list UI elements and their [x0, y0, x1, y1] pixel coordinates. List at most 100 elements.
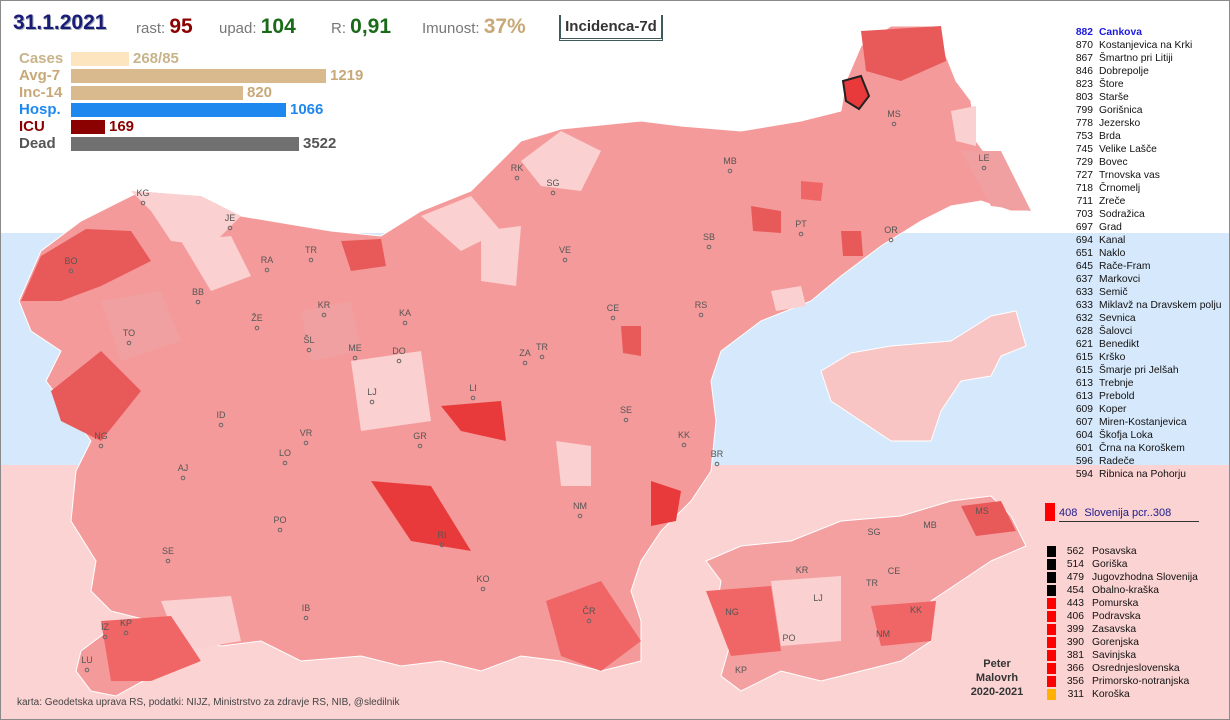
- author-last-name: Malovrh: [975, 672, 1019, 684]
- list-item: 633 Miklavž na Dravskem polju: [1067, 299, 1222, 312]
- map-city-marker: [888, 237, 894, 243]
- rast-stat: rast: 95: [136, 15, 193, 39]
- list-item: 651 Naklo: [1067, 247, 1221, 260]
- map-city-label: RK: [511, 163, 524, 173]
- municipality-value: 645: [1075, 261, 1093, 272]
- map-city-marker: [417, 443, 423, 449]
- map-city-label: TR: [536, 342, 548, 352]
- regions-legend: 562 Posavska 514 Goriška 479 Jugovzhodna Slov…: [1047, 545, 1198, 701]
- map-city-label: SE: [162, 546, 174, 556]
- municipality-name: Semič: [1099, 287, 1128, 298]
- region-map-label: TR: [866, 578, 878, 588]
- municipality-value: 745: [1075, 144, 1093, 155]
- list-item: 514 Goriška: [1047, 558, 1198, 571]
- map-city-marker: [84, 667, 90, 673]
- map-city-label: PT: [795, 219, 807, 229]
- municipality-value: 607: [1075, 417, 1093, 428]
- slovenia-swatch: [1045, 503, 1055, 521]
- municipality-name: Zreče: [1099, 196, 1126, 207]
- regions-inset-shading: [706, 501, 1016, 656]
- map-city-marker: [218, 422, 224, 428]
- municipality-value: 823: [1075, 79, 1093, 90]
- list-item: 799 Gorišnica: [1067, 104, 1221, 117]
- map-city-label: NG: [94, 431, 108, 441]
- municipality-value: 778: [1075, 118, 1093, 129]
- region-value: 514: [1066, 559, 1084, 570]
- map-city-label: MS: [887, 109, 901, 119]
- list-item: 613 Prebold: [1067, 390, 1221, 403]
- list-item: 390 Gorenjska: [1047, 636, 1198, 649]
- map-city-label: ŽE: [251, 313, 263, 323]
- stat-row-avg-7: Avg-7 1219: [19, 67, 363, 84]
- r-value: 0,91: [350, 15, 392, 38]
- slovenia-value: 408: [1059, 506, 1078, 519]
- municipality-name: Kanal: [1099, 235, 1126, 246]
- map-city-marker: [522, 360, 528, 366]
- region-value: 406: [1066, 611, 1084, 622]
- map-city-marker: [402, 320, 408, 326]
- region-value: 443: [1066, 598, 1084, 609]
- map-city-label: ZA: [519, 348, 531, 358]
- map-city-label: KR: [318, 300, 331, 310]
- municipality-value: 613: [1075, 378, 1093, 389]
- municipality-name: Škofja Loka: [1099, 430, 1153, 441]
- region-map-label: MB: [923, 520, 937, 530]
- r-label: R:: [331, 20, 346, 37]
- map-city-marker: [352, 355, 358, 361]
- map-city-marker: [227, 225, 233, 231]
- map-city-marker: [514, 175, 520, 181]
- list-item: 621 Benedikt: [1067, 338, 1221, 351]
- stat-bar: [71, 136, 299, 151]
- municipality-value: 711: [1076, 196, 1093, 207]
- map-city-label: IB: [302, 603, 311, 613]
- region-name: Zasavska: [1092, 624, 1137, 635]
- municipality-name: Sodražica: [1099, 209, 1145, 220]
- map-city-marker: [303, 440, 309, 446]
- region-swatch: [1047, 689, 1056, 700]
- municipality-value: 633: [1075, 287, 1093, 298]
- region-swatch: [1047, 572, 1056, 583]
- region-swatch: [1047, 676, 1056, 687]
- municipality-value: 867: [1075, 53, 1093, 64]
- list-item: 778 Jezersko: [1067, 117, 1221, 130]
- map-city-marker: [308, 257, 314, 263]
- map-city-marker: [698, 312, 704, 318]
- municipality-name: Šmarje pri Jelšah: [1099, 365, 1179, 376]
- map-city-marker: [195, 299, 201, 305]
- map-city-marker: [981, 165, 987, 171]
- upad-stat: upad: 104: [219, 15, 296, 39]
- slovenia-national-inset: [820, 310, 1027, 442]
- map-city-label: DO: [392, 346, 406, 356]
- list-item: 454 Obalno-kraška: [1047, 584, 1198, 597]
- map-city-marker: [577, 513, 583, 519]
- map-city-marker: [321, 312, 327, 318]
- r-stat: R: 0,91: [331, 15, 391, 39]
- municipality-name: Krško: [1099, 352, 1126, 363]
- list-item: 604 Škofja Loka: [1067, 429, 1221, 442]
- map-city-label: ŠL: [303, 335, 314, 345]
- municipality-name: Jezersko: [1099, 118, 1141, 129]
- region-name: Pomurska: [1092, 598, 1139, 609]
- list-item: 609 Koper: [1067, 403, 1221, 416]
- region-map-label: PO: [782, 633, 795, 643]
- list-item: 727 Trnovska vas: [1067, 169, 1221, 182]
- stat-bar: [71, 102, 286, 117]
- map-city-label: LO: [279, 448, 291, 458]
- list-item: 615 Krško: [1067, 351, 1221, 364]
- region-value: 399: [1066, 624, 1084, 635]
- map-city-marker: [439, 542, 445, 548]
- list-item: 703 Sodražica: [1067, 208, 1221, 221]
- author-first-name: Peter: [983, 658, 1011, 670]
- incidence-7d-button[interactable]: Incidenca-7d: [559, 15, 663, 41]
- municipality-value: 596: [1075, 456, 1093, 467]
- municipality-value: 637: [1075, 274, 1093, 285]
- region-name: Posavska: [1092, 546, 1137, 557]
- map-city-label: IZ: [101, 622, 110, 632]
- municipality-value: 604: [1075, 430, 1093, 441]
- map-city-label: RS: [695, 300, 708, 310]
- cankova-highlight[interactable]: [841, 74, 871, 111]
- map-city-label: AJ: [178, 463, 189, 473]
- municipality-name: Benedikt: [1099, 339, 1140, 350]
